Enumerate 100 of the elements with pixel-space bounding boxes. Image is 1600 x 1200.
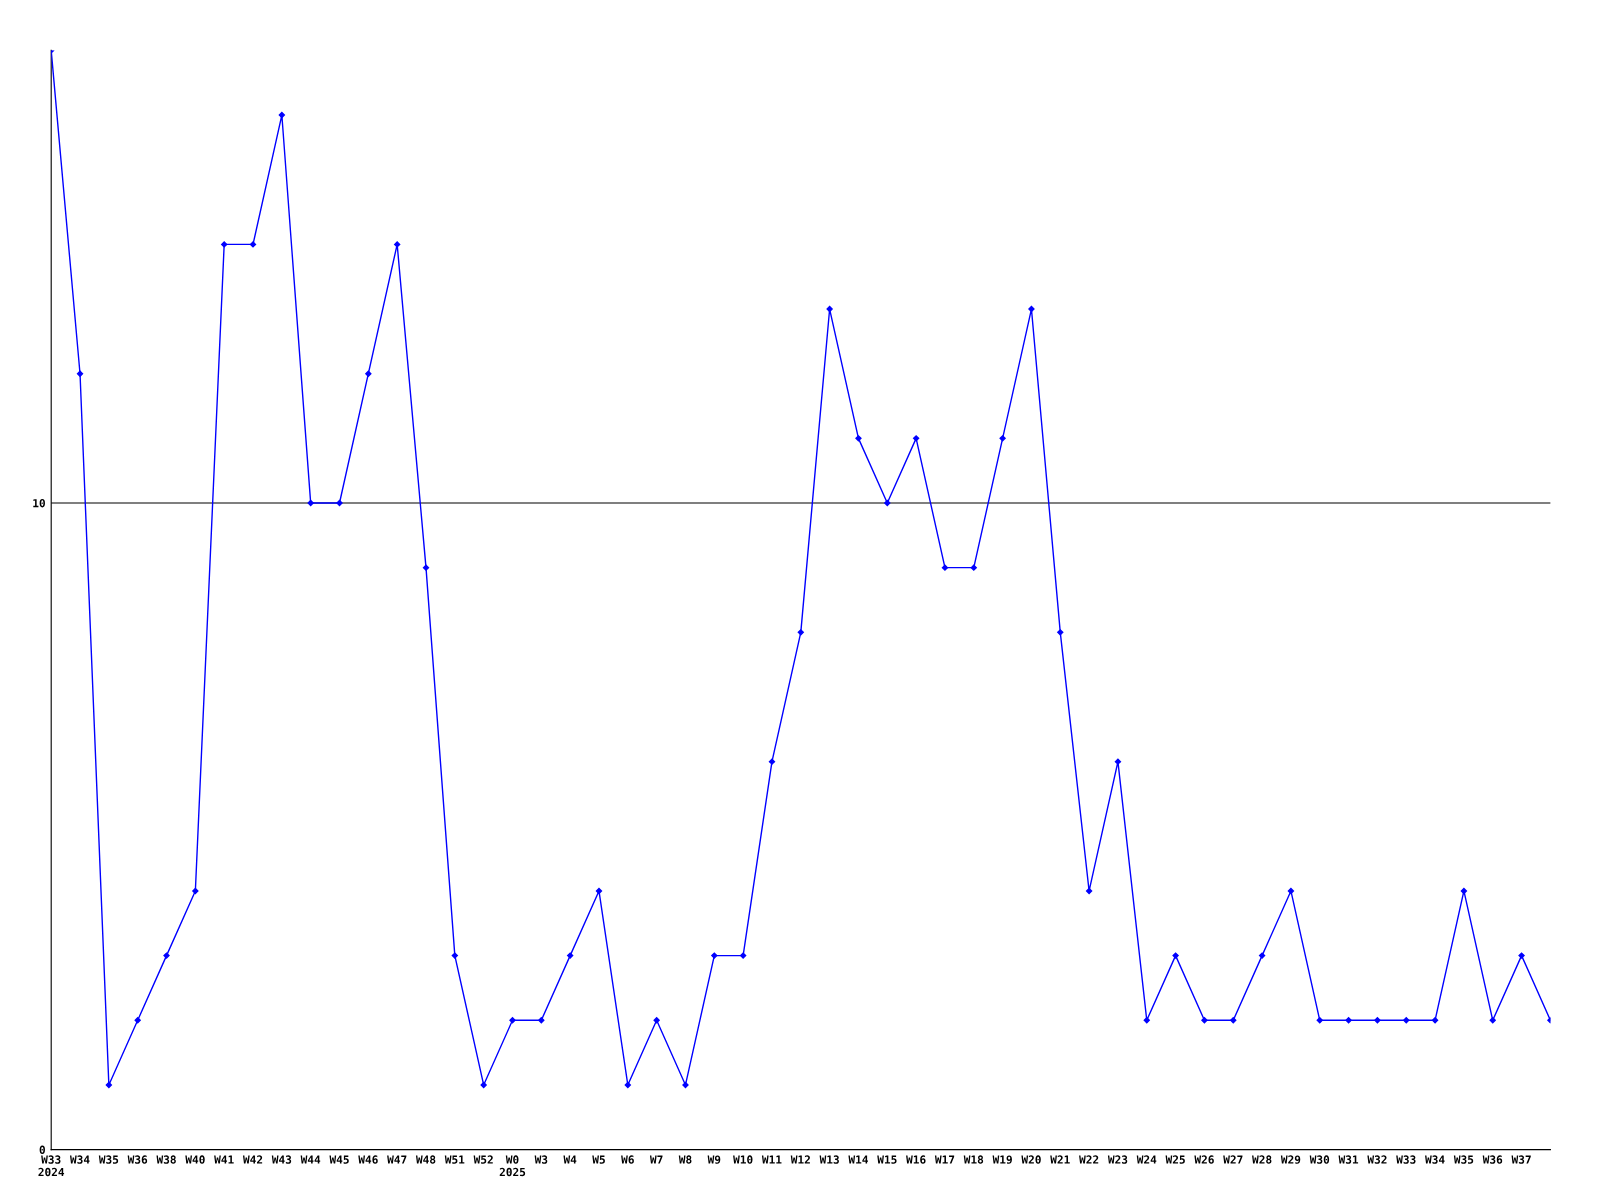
point <box>1172 952 1179 959</box>
x-tick-label: W26 <box>1194 1155 1214 1164</box>
x-tick-label: W34 <box>70 1155 90 1164</box>
point <box>941 564 949 571</box>
point <box>1374 1017 1381 1024</box>
y-tick-label: 0 <box>39 1145 45 1154</box>
point <box>826 305 833 313</box>
point <box>192 887 199 895</box>
x-tick-label: W37 <box>1511 1155 1531 1164</box>
point <box>1431 1017 1439 1024</box>
x-tick-label: W13 <box>819 1155 839 1164</box>
x-tick-label: W20 <box>1021 1155 1041 1164</box>
x-tick-label: W8 <box>678 1155 692 1164</box>
x-tick-label: W0 2025 <box>499 1155 526 1177</box>
point <box>1114 758 1122 765</box>
point <box>509 1017 516 1024</box>
point <box>422 564 430 571</box>
point <box>1403 1017 1410 1024</box>
x-tick-label: W25 <box>1165 1155 1185 1164</box>
x-tick-label: W9 <box>707 1155 721 1164</box>
y-tick-label: 10 <box>33 498 45 508</box>
x-tick-label: W5 <box>592 1155 605 1164</box>
point <box>1201 1017 1208 1024</box>
point <box>1028 305 1035 313</box>
point <box>970 564 977 571</box>
point <box>1460 887 1468 895</box>
point <box>249 241 257 248</box>
point <box>912 435 920 442</box>
x-tick-label: W15 <box>877 1155 897 1164</box>
x-tick-label: W31 <box>1338 1155 1359 1164</box>
x-tick-label: W33 2024 <box>38 1155 65 1177</box>
x-tick-label: W21 <box>1050 1155 1070 1164</box>
x-tick-label: W10 <box>733 1155 753 1164</box>
point <box>1489 1017 1496 1024</box>
point <box>653 1017 660 1024</box>
x-tick-label: W3 <box>534 1155 548 1164</box>
point <box>1143 1017 1150 1024</box>
x-tick-label: W16 <box>906 1155 926 1164</box>
x-tick-label: W30 <box>1309 1155 1330 1164</box>
x-tick-label: W47 <box>387 1155 407 1164</box>
point <box>365 370 372 377</box>
x-tick-label: W27 <box>1223 1155 1243 1164</box>
point <box>134 1017 141 1024</box>
x-tick-label: W40 <box>185 1155 205 1164</box>
point <box>451 952 458 959</box>
x-tick-label: W35 <box>1453 1155 1474 1164</box>
point <box>739 952 747 959</box>
point <box>394 241 401 248</box>
point <box>711 952 718 959</box>
point <box>1230 1017 1237 1024</box>
x-tick-label: W29 <box>1280 1155 1301 1164</box>
x-tick-label: W35 <box>98 1155 119 1164</box>
x-tick-label: W36 <box>127 1155 148 1164</box>
x-tick-label: W18 <box>963 1155 984 1164</box>
x-tick-label: W6 <box>621 1155 634 1164</box>
point <box>480 1081 487 1089</box>
x-tick-label: W34 <box>1425 1155 1445 1164</box>
point <box>682 1081 689 1089</box>
x-tick-label: W45 <box>329 1155 349 1164</box>
x-tick-label: W51 <box>444 1155 465 1164</box>
x-tick-label: W12 <box>790 1155 810 1164</box>
point <box>624 1081 631 1089</box>
point <box>1316 1017 1323 1024</box>
x-tick-label: W46 <box>358 1155 378 1164</box>
x-tick-label: W17 <box>934 1155 955 1164</box>
point <box>307 499 314 507</box>
x-tick-label: W38 <box>156 1155 176 1164</box>
x-tick-label: W33 <box>1396 1155 1416 1164</box>
point <box>999 435 1006 442</box>
point <box>105 1081 113 1089</box>
x-tick-label: W19 <box>992 1155 1012 1164</box>
x-tick-label: W28 <box>1252 1155 1272 1164</box>
x-tick-label: W52 <box>473 1155 493 1164</box>
x-tick-label: W42 <box>242 1155 263 1164</box>
point <box>1057 629 1064 636</box>
point <box>884 499 891 507</box>
point <box>221 241 228 248</box>
point <box>595 887 603 895</box>
point <box>1085 887 1093 895</box>
x-tick-label: W48 <box>415 1155 436 1164</box>
x-tick-label: W44 <box>300 1155 321 1164</box>
x-tick-label: W14 <box>848 1155 868 1164</box>
point <box>1345 1017 1352 1024</box>
point <box>538 1017 545 1024</box>
point <box>1287 887 1295 895</box>
point <box>1518 952 1525 959</box>
point <box>768 758 776 765</box>
x-tick-label: W11 <box>761 1155 782 1164</box>
x-tick-label: W41 <box>214 1155 234 1164</box>
x-tick-label: W43 <box>271 1155 292 1164</box>
point <box>1258 952 1266 959</box>
point <box>567 952 574 959</box>
x-tick-label: W22 <box>1079 1155 1099 1164</box>
x-tick-label: W7 <box>649 1155 663 1164</box>
point <box>278 111 285 119</box>
point <box>855 435 862 442</box>
x-tick-label: W4 <box>563 1155 577 1164</box>
x-tick-label: W32 <box>1367 1155 1387 1164</box>
x-tick-label: W24 <box>1136 1155 1157 1164</box>
x-tick-label: W23 <box>1107 1155 1128 1164</box>
